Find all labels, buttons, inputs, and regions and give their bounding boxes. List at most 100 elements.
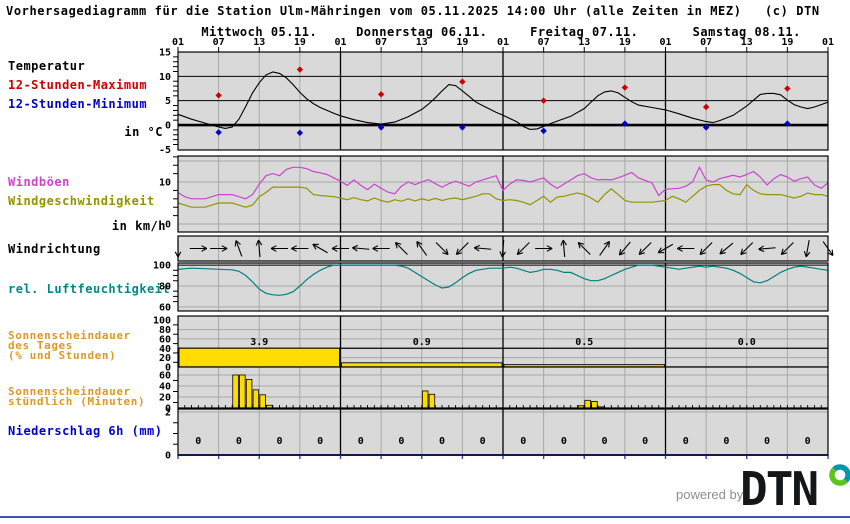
wind-arrow bbox=[758, 245, 776, 253]
dir-panel bbox=[174, 235, 834, 262]
wind-arrow bbox=[499, 239, 506, 258]
svg-text:0: 0 bbox=[480, 436, 486, 447]
label-wind-direction: Windrichtung bbox=[8, 242, 101, 256]
wind-arrow bbox=[435, 242, 449, 256]
sun-hourly-bar bbox=[591, 400, 598, 409]
svg-text:15: 15 bbox=[159, 48, 171, 59]
wind-arrow bbox=[638, 242, 652, 256]
svg-text:19: 19 bbox=[456, 37, 468, 48]
svg-text:0.5: 0.5 bbox=[575, 337, 593, 348]
wind-arrow bbox=[803, 240, 811, 258]
svg-text:20: 20 bbox=[159, 392, 171, 403]
svg-text:01: 01 bbox=[497, 37, 509, 48]
label-temp-unit: in °C bbox=[124, 125, 163, 139]
time-axis: Mittwoch 05.11. Donnerstag 06.11. Freitag … bbox=[172, 25, 834, 52]
label-precipitation: Niederschlag 6h (mm) bbox=[8, 424, 163, 438]
wind-arrow bbox=[577, 241, 591, 255]
svg-text:01: 01 bbox=[334, 37, 346, 48]
sund-panel: 3.9 0.9 0.5 0.0 bbox=[173, 315, 829, 368]
wind-speed-line bbox=[177, 183, 829, 208]
wind-arrow bbox=[372, 245, 390, 252]
page-title: Vorhersagediagramm für die Station Ulm-M… bbox=[6, 4, 820, 18]
wind-arrow bbox=[599, 241, 610, 256]
svg-text:0: 0 bbox=[165, 404, 171, 415]
svg-text:01: 01 bbox=[822, 37, 834, 48]
label-humidity: rel. Luftfeuchtigkeit bbox=[8, 282, 171, 296]
svg-text:20: 20 bbox=[159, 353, 171, 364]
svg-text:01: 01 bbox=[659, 37, 671, 48]
prec-panel: 0 0 0 0 0 0 0 0 0 0 0 0 0 0 0 0 bbox=[173, 408, 829, 459]
wind-arrow bbox=[312, 243, 328, 254]
dtn-logo-dot-green bbox=[829, 467, 848, 486]
svg-text:0: 0 bbox=[195, 436, 201, 447]
svg-text:01: 01 bbox=[172, 37, 184, 48]
wind-arrow bbox=[416, 241, 428, 256]
svg-text:0: 0 bbox=[165, 363, 171, 374]
sun-hourly-bar bbox=[245, 378, 253, 409]
humidity-line bbox=[177, 264, 829, 296]
wind-panel bbox=[173, 155, 829, 233]
svg-text:13: 13 bbox=[741, 37, 753, 48]
sun-hourly-bar bbox=[232, 374, 239, 409]
svg-text:40: 40 bbox=[159, 344, 171, 355]
wind-arrow bbox=[455, 242, 469, 256]
label-sun-daily-2: des Tages bbox=[8, 339, 74, 352]
wind-arrow bbox=[699, 242, 713, 256]
dtn-logo: DTN bbox=[740, 462, 850, 516]
sun-hourly-bar bbox=[584, 399, 591, 409]
sun-hourly-bar bbox=[259, 394, 266, 409]
svg-text:19: 19 bbox=[619, 37, 631, 48]
wind-gusts-line bbox=[177, 165, 829, 200]
wind-arrow bbox=[352, 244, 370, 252]
svg-text:0: 0 bbox=[439, 436, 445, 447]
svg-text:3.9: 3.9 bbox=[250, 337, 268, 348]
sun-daily-bar bbox=[178, 347, 340, 368]
powered-by-text: powered by bbox=[676, 487, 744, 502]
label-12h-maximum: 12-Stunden-Maximum bbox=[8, 78, 148, 92]
svg-text:5: 5 bbox=[165, 96, 171, 107]
wind-arrow bbox=[657, 243, 674, 254]
temperature-line bbox=[177, 71, 829, 130]
svg-text:0: 0 bbox=[165, 220, 171, 231]
svg-text:0: 0 bbox=[602, 436, 608, 447]
sun-hourly-bar bbox=[421, 390, 429, 409]
svg-text:100: 100 bbox=[153, 316, 171, 327]
svg-text:0: 0 bbox=[642, 436, 648, 447]
wind-arrow bbox=[473, 244, 492, 252]
sun-hourly-bar bbox=[428, 393, 436, 409]
sunh-panel bbox=[173, 366, 829, 410]
wind-arrow bbox=[516, 242, 530, 256]
svg-text:19: 19 bbox=[781, 37, 793, 48]
svg-text:80: 80 bbox=[159, 281, 171, 292]
sun-hourly-bar bbox=[239, 374, 246, 409]
wind-arrow bbox=[618, 241, 631, 256]
wind-arrow bbox=[255, 239, 263, 258]
label-sun-daily-1: Sonnenscheindauer bbox=[8, 329, 131, 342]
dtn-logo-dot-teal bbox=[832, 464, 850, 483]
svg-text:0: 0 bbox=[165, 121, 171, 132]
svg-text:0: 0 bbox=[165, 451, 171, 462]
label-wind-speed: Windgeschwindigkeit bbox=[8, 194, 155, 208]
wind-arrow bbox=[560, 239, 567, 258]
svg-text:0: 0 bbox=[683, 436, 689, 447]
svg-text:07: 07 bbox=[213, 37, 225, 48]
svg-text:10: 10 bbox=[159, 72, 171, 83]
svg-text:13: 13 bbox=[416, 37, 428, 48]
dtn-logo-text: DTN bbox=[740, 462, 817, 512]
svg-text:80: 80 bbox=[159, 325, 171, 336]
sun-hourly-bar bbox=[252, 389, 260, 409]
wind-arrow bbox=[535, 245, 553, 252]
svg-text:13: 13 bbox=[253, 37, 265, 48]
svg-text:40: 40 bbox=[159, 381, 171, 392]
label-wind-unit: in km/h bbox=[111, 219, 166, 233]
wind-arrow bbox=[270, 245, 289, 252]
svg-text:0.0: 0.0 bbox=[738, 337, 756, 348]
svg-text:07: 07 bbox=[700, 37, 712, 48]
wind-arrow bbox=[677, 245, 695, 252]
wind-arrow bbox=[740, 242, 754, 256]
svg-text:0: 0 bbox=[317, 436, 323, 447]
hum-panel bbox=[173, 262, 829, 312]
wind-arrow bbox=[719, 242, 734, 255]
svg-text:-5: -5 bbox=[159, 145, 171, 156]
